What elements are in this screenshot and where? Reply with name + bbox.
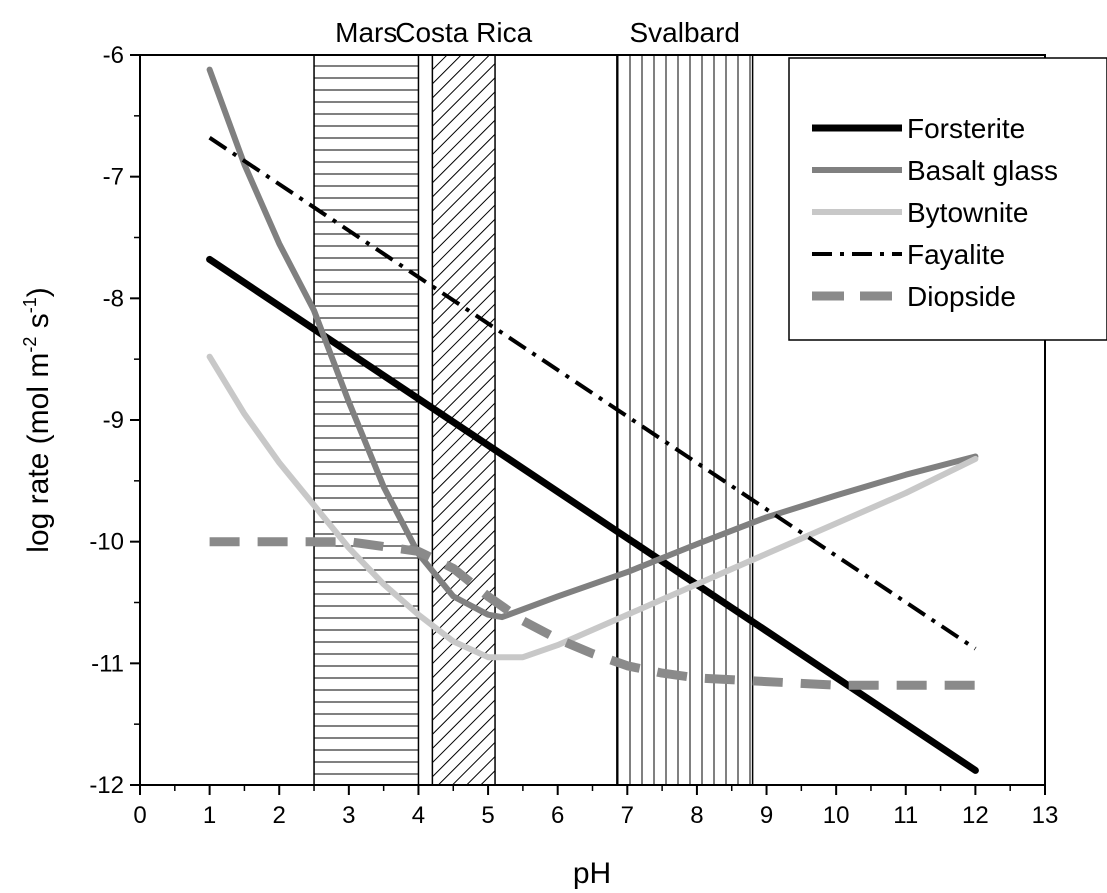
series-line-diopside [209,537,976,690]
y-tick-label: -6 [103,42,124,69]
x-tick-label: 1 [203,802,216,829]
y-tick-label: -8 [103,285,124,312]
ticks-layer: 0 1 2 3 4 5 6 7 8 9 10 11 12 13-12-11-10-9-8-7-6 [89,42,1058,829]
region-label-costa-rica: Costa Rica [395,17,532,48]
x-tick-label: 7 [621,802,634,829]
region-label-svalbard: Svalbard [629,17,740,48]
x-tick-label: 2 [273,802,286,829]
legend: Forsterite Basalt glass Bytownite Fayalite D… [788,57,1107,341]
x-tick-label: 12 [962,802,989,829]
y-tick-label: -10 [89,529,124,556]
region-mars [313,54,420,786]
x-tick-label: 13 [1032,802,1059,829]
legend-label-bytownite: Bytownite [907,197,1028,228]
x-tick-label: 9 [760,802,773,829]
series-layer [206,66,979,774]
legend-label-diopside: Diopside [907,281,1016,312]
series-line-basalt-glass [206,66,979,621]
x-tick-label: 3 [342,802,355,829]
region-label-mars: Mars [335,17,397,48]
legend-label-fayalite: Fayalite [907,239,1005,270]
x-tick-label: 11 [893,802,918,829]
y-axis-title: log rate (mol m-2 s-1) [20,287,55,552]
x-tick-label: 8 [690,802,703,829]
region-costa-rica [431,54,496,786]
x-tick-label: 5 [481,802,494,829]
legend-label-basalt-glass: Basalt glass [907,155,1058,186]
y-tick-label: -7 [103,164,124,191]
y-tick-label: -9 [103,407,124,434]
x-tick-label: 4 [412,802,425,829]
series-line-fayalite [208,136,977,651]
x-tick-label: 0 [133,802,146,829]
legend-label-forsterite: Forsterite [907,113,1025,144]
region-svalbard [616,54,754,786]
legend-items: Forsterite Basalt glass Bytownite Fayalite D… [812,113,1058,312]
y-tick-label: -11 [91,650,124,677]
x-axis-title: pH [573,857,611,890]
y-tick-label: -12 [89,772,124,799]
series-line-forsterite [206,255,979,774]
series-line-bytownite [206,353,979,661]
x-tick-label: 6 [551,802,564,829]
x-tick-label: 10 [823,802,850,829]
